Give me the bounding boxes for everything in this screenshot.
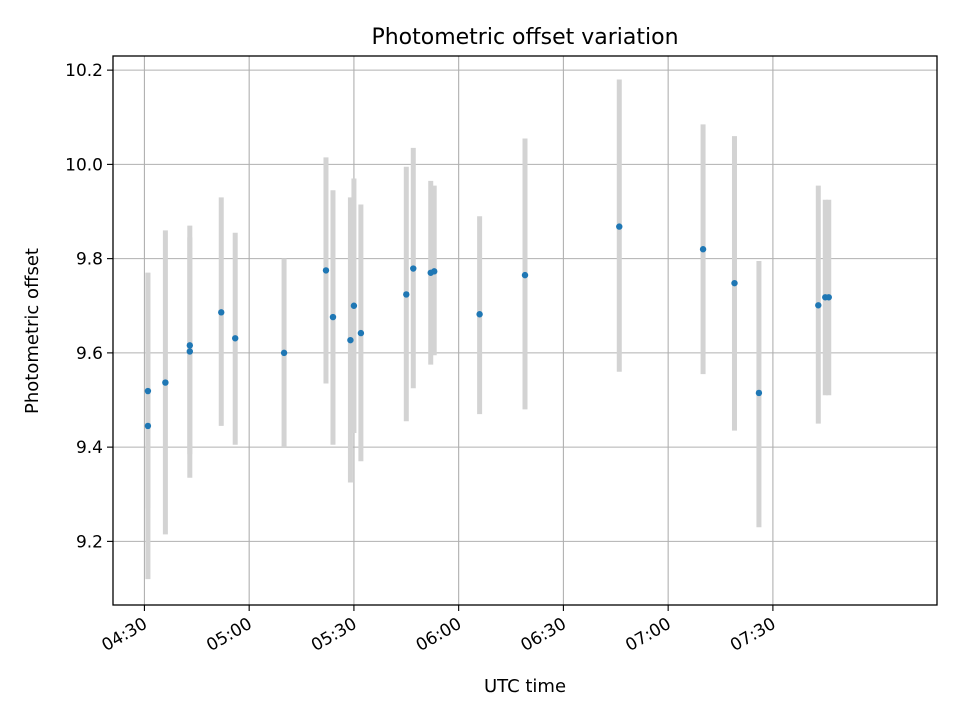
data-point	[410, 265, 417, 272]
y-axis-label: Photometric offset	[22, 248, 43, 414]
data-point	[815, 302, 822, 309]
y-tick-label: 9.8	[76, 250, 103, 270]
data-point	[218, 309, 225, 316]
y-tick-label: 9.6	[76, 344, 103, 364]
data-point	[280, 349, 288, 357]
data-points	[144, 223, 832, 430]
data-point	[403, 291, 410, 298]
data-point	[162, 379, 169, 386]
x-axis-label: UTC time	[484, 676, 566, 697]
data-point	[322, 267, 330, 274]
data-point	[329, 313, 337, 321]
data-point	[347, 336, 354, 344]
data-point	[186, 342, 194, 349]
plot-frame	[112, 55, 938, 606]
chart-title: Photometric offset variation	[371, 25, 678, 50]
data-point	[476, 311, 483, 318]
data-point	[431, 268, 438, 275]
data-point	[699, 246, 707, 253]
data-point	[144, 422, 152, 430]
data-point	[616, 223, 623, 230]
data-point	[232, 335, 239, 342]
data-point	[186, 348, 194, 355]
y-tick-label: 10.0	[65, 155, 103, 175]
data-point	[521, 271, 529, 279]
data-point	[825, 294, 832, 301]
y-tick-label: 9.4	[76, 438, 103, 458]
data-point	[350, 302, 358, 309]
y-tick-label: 10.2	[65, 61, 103, 81]
y-tick-label: 9.2	[76, 532, 103, 552]
data-point	[755, 389, 763, 397]
data-point	[144, 387, 152, 395]
data-point	[357, 329, 365, 337]
data-point	[731, 279, 738, 287]
